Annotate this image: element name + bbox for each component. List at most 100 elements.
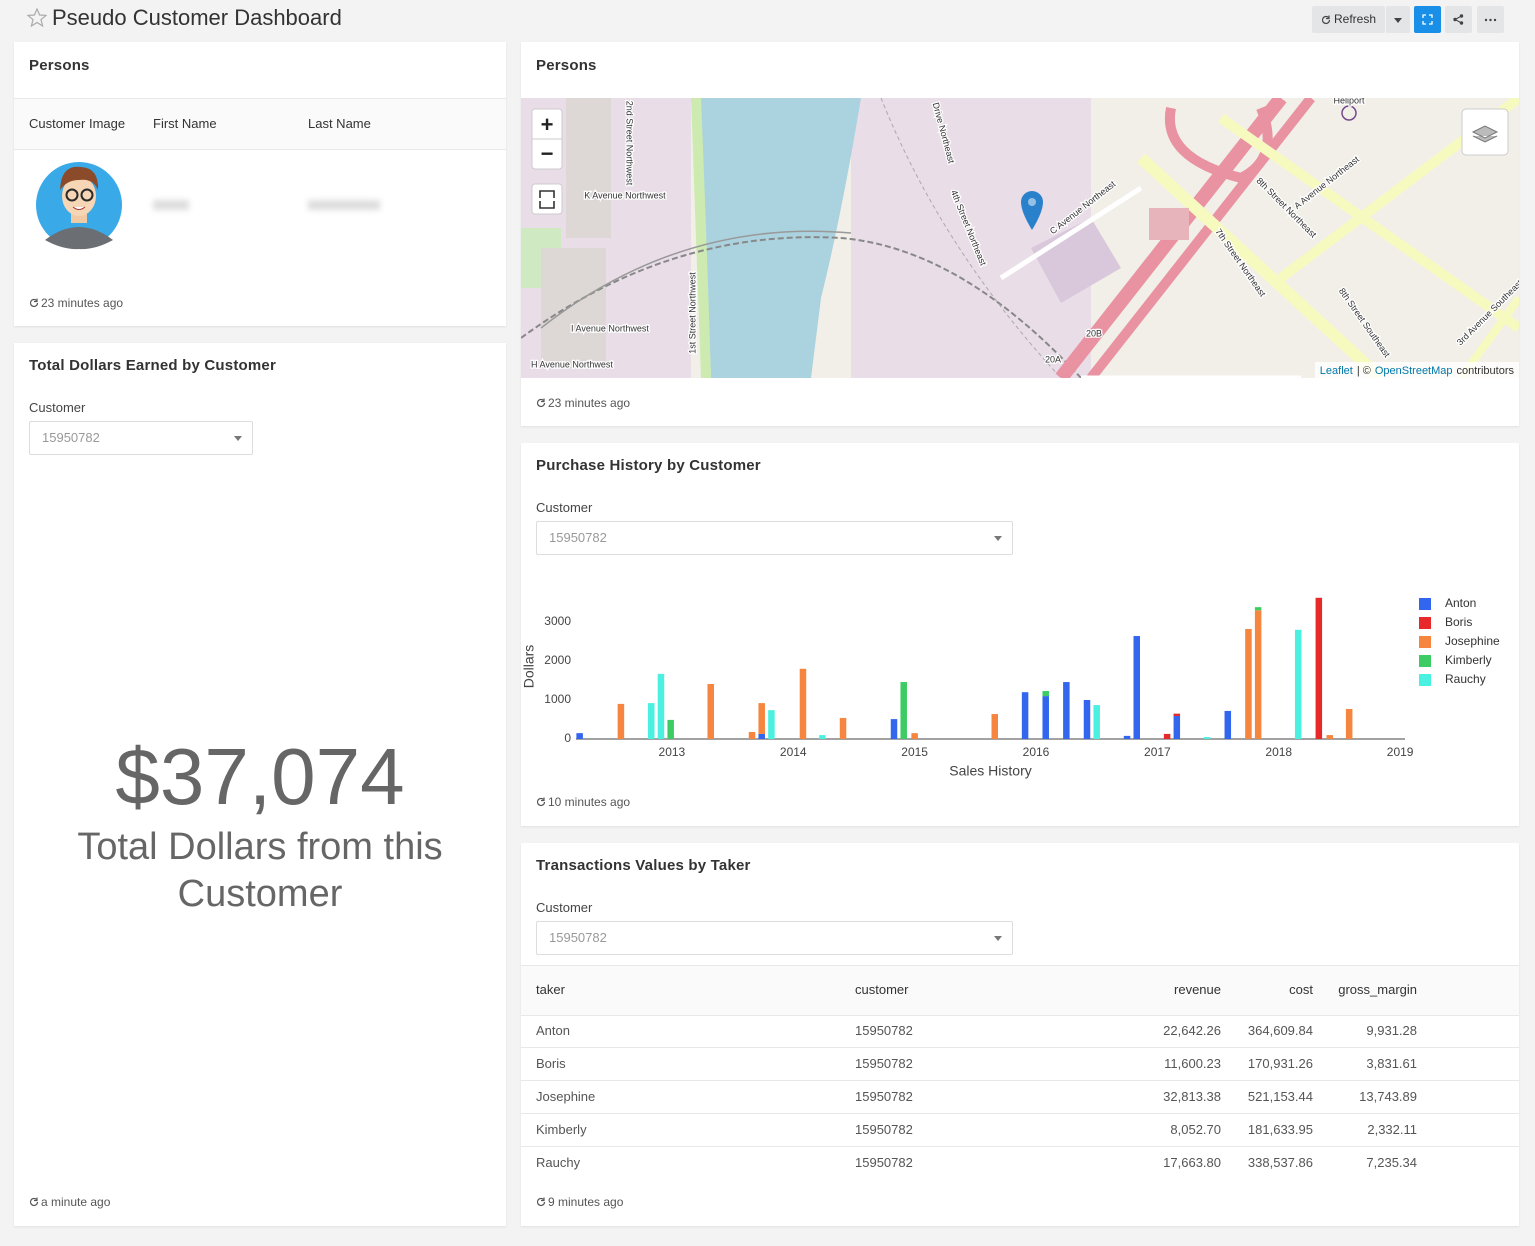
bar <box>839 717 847 739</box>
filter-label: Customer <box>29 400 86 415</box>
map-panel: Persons + − K Avenue <box>521 42 1519 426</box>
column-header[interactable]: customer <box>855 982 909 997</box>
persons-panel: Persons Customer Image First Name Last N… <box>14 42 506 326</box>
fullscreen-icon <box>1422 14 1433 25</box>
column-header: Customer Image <box>29 116 126 131</box>
table-header <box>14 98 506 150</box>
bar <box>667 719 674 739</box>
legend-swatch[interactable] <box>1419 636 1431 648</box>
more-icon <box>1484 18 1497 22</box>
bar <box>1224 710 1232 739</box>
legend-swatch[interactable] <box>1419 598 1431 610</box>
select-value: 15950782 <box>42 430 100 445</box>
column-header: First Name <box>153 116 217 131</box>
legend-label[interactable]: Rauchy <box>1445 672 1486 686</box>
row-divider <box>521 1080 1519 1081</box>
refresh-icon <box>536 1197 546 1207</box>
panel-title: Purchase History by Customer <box>536 457 761 474</box>
table-cell: 15950782 <box>855 1155 913 1170</box>
bar <box>1315 597 1323 739</box>
refresh-icon <box>1321 15 1331 25</box>
customer-select[interactable]: 15950782 <box>536 521 1013 555</box>
updated-text: a minute ago <box>41 1195 111 1209</box>
refresh-button[interactable]: Refresh <box>1312 6 1385 33</box>
bar <box>648 703 655 739</box>
table-cell: 15950782 <box>855 1056 913 1071</box>
fullscreen-button[interactable] <box>1414 6 1441 33</box>
street-label: 20B <box>1086 328 1102 338</box>
bar <box>617 703 625 739</box>
bar <box>1093 705 1100 739</box>
dashboard-title: Pseudo Customer Dashboard <box>52 5 342 30</box>
bar <box>1163 733 1171 739</box>
street-label: H Avenue Northwest <box>531 359 613 369</box>
bar <box>890 719 898 739</box>
column-header[interactable]: gross_margin <box>1338 982 1417 997</box>
table-cell: Anton <box>536 1023 570 1038</box>
customer-avatar[interactable] <box>35 154 123 254</box>
legend-swatch[interactable] <box>1419 655 1431 667</box>
refresh-label: Refresh <box>1334 12 1377 26</box>
y-tick-label: 3000 <box>544 614 571 628</box>
share-button[interactable] <box>1445 6 1472 33</box>
attribution-link[interactable]: Leaflet <box>1320 365 1353 377</box>
x-tick-label: 2018 <box>1265 745 1292 759</box>
bar <box>1245 629 1252 739</box>
updated-text: 23 minutes ago <box>548 396 631 410</box>
column-header[interactable]: cost <box>1289 982 1313 997</box>
attribution-link[interactable]: OpenStreetMap <box>1375 365 1453 377</box>
street-label: 2nd Street Northwest <box>625 101 635 186</box>
zoom-in[interactable]: + <box>541 112 554 137</box>
filter-label: Customer <box>536 500 593 515</box>
last-updated: a minute ago <box>29 1195 110 1209</box>
legend-label[interactable]: Kimberly <box>1445 653 1492 667</box>
y-tick-label: 2000 <box>544 653 571 667</box>
table-cell: 521,153.44 <box>1247 1089 1313 1104</box>
refresh-dropdown[interactable] <box>1386 6 1410 33</box>
customer-select[interactable]: 15950782 <box>29 421 253 455</box>
more-button[interactable] <box>1477 6 1504 33</box>
bar <box>768 710 775 739</box>
column-header[interactable]: taker <box>536 982 565 997</box>
share-icon <box>1453 14 1464 25</box>
bar <box>1123 735 1131 739</box>
legend-label[interactable]: Anton <box>1445 596 1476 610</box>
bar <box>758 733 765 739</box>
bar <box>900 682 907 739</box>
bar <box>1173 715 1181 739</box>
legend-label[interactable]: Boris <box>1445 615 1472 629</box>
bar <box>1133 636 1141 739</box>
zoom-out[interactable]: − <box>541 141 554 166</box>
table-cell: 17,663.80 <box>1163 1155 1221 1170</box>
column-header[interactable]: revenue <box>1174 982 1221 997</box>
panel-title: Transactions Values by Taker <box>536 857 751 874</box>
customer-select[interactable]: 15950782 <box>536 921 1013 955</box>
table-cell: Rauchy <box>536 1155 581 1170</box>
table-cell: 9,931.28 <box>1366 1023 1417 1038</box>
table-header <box>521 965 1519 1016</box>
legend-label[interactable]: Josephine <box>1445 634 1500 648</box>
big-number: $37,074 <box>115 732 405 821</box>
map[interactable]: + − K Avenue Northwest I Avenue Northwest H … <box>521 98 1519 378</box>
last-updated: 9 minutes ago <box>536 1195 623 1209</box>
column-header: Last Name <box>308 116 371 131</box>
refresh-icon <box>536 797 546 807</box>
row-divider <box>521 1146 1519 1147</box>
last-updated: 10 minutes ago <box>536 795 630 809</box>
select-value: 15950782 <box>549 530 607 545</box>
bar <box>819 735 826 739</box>
bar <box>799 668 807 739</box>
filter-label: Customer <box>536 900 593 915</box>
bar <box>1254 607 1262 611</box>
legend-swatch[interactable] <box>1419 674 1431 686</box>
table-cell: 15950782 <box>855 1023 913 1038</box>
street-label: K Avenue Northwest <box>584 190 666 200</box>
bar <box>1042 691 1049 697</box>
favorite-star[interactable] <box>27 8 47 28</box>
legend-swatch[interactable] <box>1419 617 1431 629</box>
last-updated: 23 minutes ago <box>536 396 630 410</box>
x-tick-label: 2015 <box>901 745 928 759</box>
street-label: 20A <box>1045 354 1061 364</box>
x-tick-label: 2013 <box>659 745 686 759</box>
bar-chart: 0 1000 2000 3000 2013 2014 2015 2016 2017 2018 201… <box>521 596 1500 779</box>
